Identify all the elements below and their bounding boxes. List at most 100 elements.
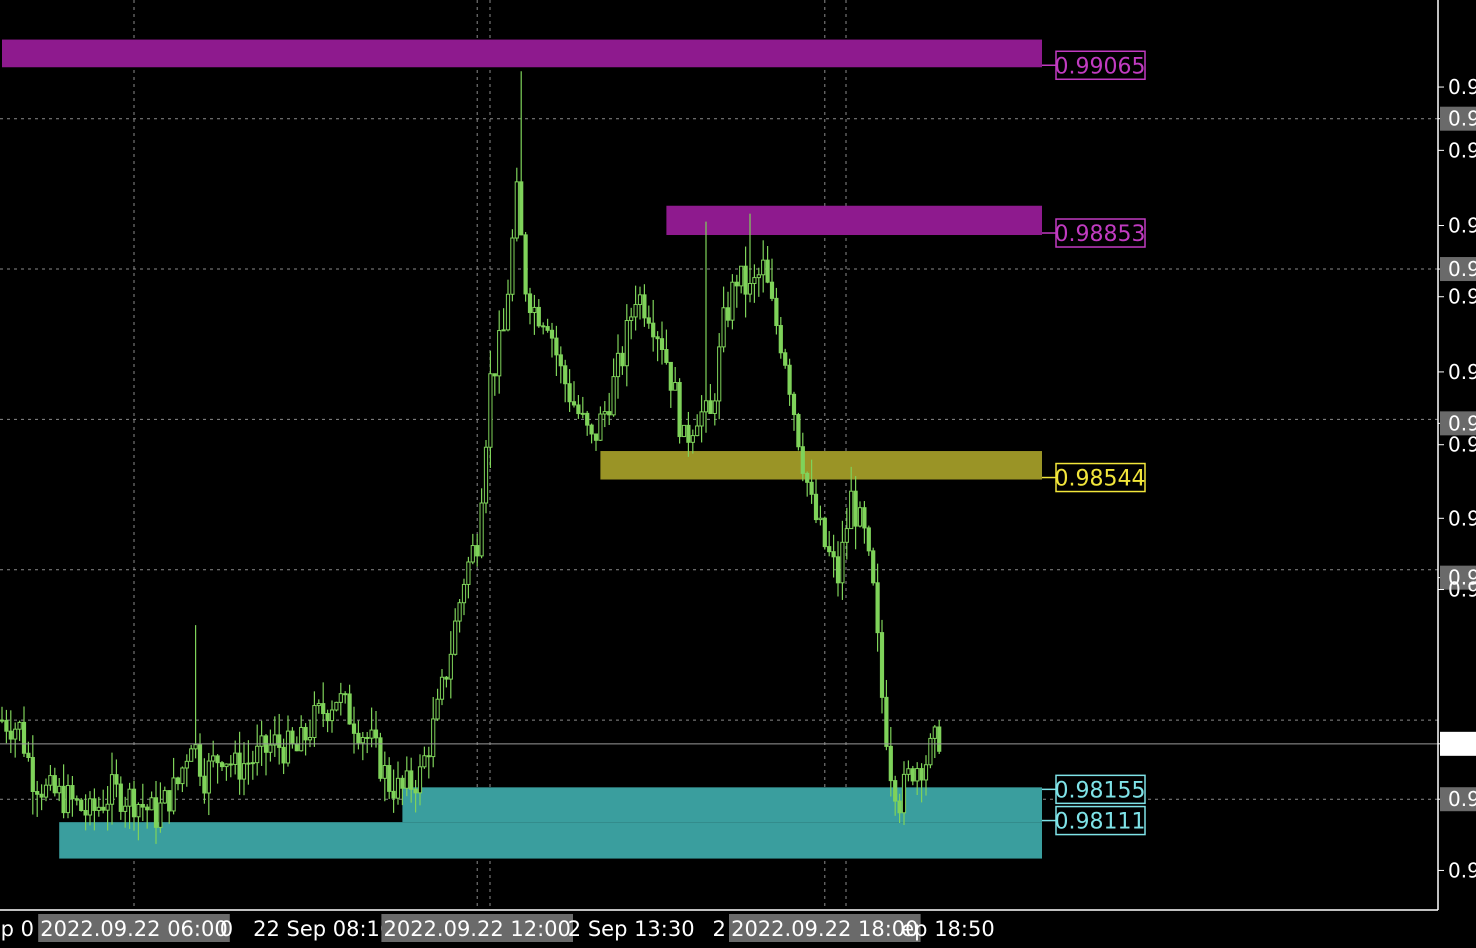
demand-zone-lower bbox=[59, 822, 1042, 859]
price-label-text: 0.9 bbox=[1448, 75, 1476, 99]
candle-body bbox=[404, 770, 409, 789]
price-label-text: 0.9 bbox=[1448, 566, 1476, 590]
candle-body bbox=[259, 735, 264, 747]
candle-body bbox=[853, 490, 858, 527]
candle-body bbox=[677, 382, 682, 438]
candle-body bbox=[514, 181, 519, 239]
candle-body bbox=[844, 528, 849, 543]
candle-body bbox=[61, 785, 66, 814]
candle-body bbox=[747, 283, 753, 295]
candle-body bbox=[294, 743, 299, 752]
candle-body bbox=[593, 433, 599, 441]
candle-body bbox=[536, 306, 541, 327]
candle-body bbox=[897, 800, 902, 814]
candle-body bbox=[281, 746, 286, 764]
candle-body bbox=[505, 293, 511, 331]
candle-body bbox=[849, 490, 854, 530]
candle-body bbox=[431, 718, 436, 758]
candle-body bbox=[74, 798, 79, 801]
time-label-text: 2022.09.22 18:00 bbox=[731, 917, 918, 941]
candle-body bbox=[466, 561, 471, 585]
candle-body bbox=[325, 713, 330, 722]
candle-body bbox=[659, 338, 665, 351]
candle-body bbox=[118, 783, 123, 812]
candle-body bbox=[730, 281, 735, 321]
candle-body bbox=[563, 365, 568, 385]
candle-body bbox=[17, 721, 22, 730]
zone-label-box bbox=[1055, 218, 1146, 248]
candle-body bbox=[57, 785, 62, 794]
candle-body bbox=[545, 326, 550, 331]
candle-body bbox=[303, 726, 308, 741]
time-axis-label: 2022.09.22 12:00 bbox=[381, 914, 573, 942]
candle-body bbox=[756, 274, 761, 279]
price-axis-label: 0.9 bbox=[1438, 285, 1476, 309]
candle-body bbox=[153, 797, 159, 828]
zone-label-text: 0.99065 bbox=[1055, 54, 1146, 79]
candle-body bbox=[356, 732, 361, 744]
time-label-box bbox=[38, 914, 230, 942]
candle-body bbox=[629, 316, 634, 322]
candle-body bbox=[321, 703, 326, 715]
candle-body bbox=[769, 281, 775, 299]
supply-zone-middle-label: 0.98853 bbox=[1042, 218, 1146, 248]
candle-body bbox=[211, 755, 216, 762]
candle-body bbox=[369, 729, 374, 739]
candle-body bbox=[175, 777, 181, 785]
mid-zone bbox=[600, 451, 1042, 480]
candle-body bbox=[184, 760, 189, 769]
candle-body bbox=[365, 736, 370, 739]
price-label-text: 0.9 bbox=[1448, 732, 1476, 756]
price-axis-label: 0.9 bbox=[1438, 858, 1476, 882]
candle-body bbox=[378, 737, 383, 779]
candle-body bbox=[651, 322, 656, 338]
price-axis: 0.90.90.90.90.90.90.90.90.90.90.90.90.90… bbox=[1438, 75, 1476, 882]
candle-body bbox=[250, 762, 255, 765]
candle-body bbox=[633, 304, 638, 318]
candle-body bbox=[83, 809, 88, 816]
candle-body bbox=[580, 412, 585, 415]
time-axis-label: 0 bbox=[220, 917, 233, 941]
candle-body bbox=[290, 730, 295, 745]
zone-layer bbox=[2, 39, 1042, 859]
candle-body bbox=[246, 762, 251, 765]
candle-body bbox=[26, 752, 31, 759]
candle-body bbox=[624, 320, 629, 367]
candle-body bbox=[765, 259, 770, 283]
candle-body bbox=[857, 507, 863, 527]
candle-body bbox=[642, 294, 647, 319]
price-axis-label: 0.9 bbox=[1438, 787, 1476, 812]
candle-body bbox=[791, 393, 797, 416]
candle-body bbox=[673, 382, 678, 391]
candle-body bbox=[611, 376, 616, 416]
candle-body bbox=[739, 265, 744, 287]
candle-body bbox=[813, 493, 819, 521]
candle-body bbox=[827, 546, 832, 553]
zone-label-layer: 0.99065 0.98853 0.98544 0.98155 0.98111 bbox=[1042, 50, 1146, 836]
candle-body bbox=[114, 774, 119, 785]
candle-body bbox=[272, 734, 277, 746]
candle-body bbox=[602, 411, 607, 415]
candle-body bbox=[783, 352, 788, 366]
candle-body bbox=[919, 768, 924, 781]
demand-zone-upper-label: 0.98155 bbox=[1042, 774, 1146, 805]
candle-body bbox=[818, 517, 823, 521]
candle-body bbox=[571, 401, 577, 406]
price-axis-label: 0.9 bbox=[1438, 106, 1476, 131]
candle-body bbox=[598, 413, 603, 441]
candle-body bbox=[470, 545, 475, 563]
candle-body bbox=[180, 767, 185, 785]
price-label-text: 0.9 bbox=[1448, 506, 1476, 530]
price-label-text: 0.9 bbox=[1448, 360, 1476, 384]
candle-body bbox=[901, 773, 907, 814]
candle-body bbox=[193, 744, 198, 750]
candle-body bbox=[338, 693, 343, 703]
zone-label-box bbox=[1055, 774, 1146, 805]
candle-body bbox=[422, 755, 427, 768]
time-label-text: ep 18:50 bbox=[901, 917, 994, 941]
candle-body bbox=[277, 734, 282, 748]
price-label-text: 0.9 bbox=[1448, 787, 1476, 811]
price-axis-label: 0.9 bbox=[1438, 411, 1476, 436]
candle-body bbox=[400, 777, 405, 789]
